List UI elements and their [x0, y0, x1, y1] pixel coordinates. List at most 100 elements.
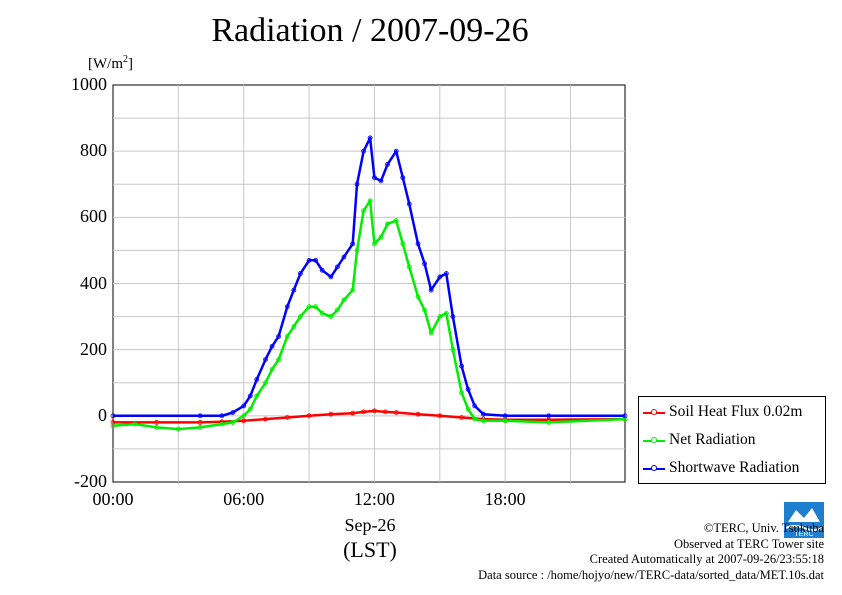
data-point-shortwave-radiation [269, 343, 275, 349]
data-point-net-radiation [422, 307, 427, 313]
data-point-shortwave-radiation [354, 181, 360, 187]
data-point-net-radiation [197, 425, 203, 430]
data-point-net-radiation [335, 307, 340, 313]
data-point-soil-heat-flux-0-02m [393, 410, 399, 415]
data-point-shortwave-radiation [622, 413, 628, 419]
data-point-shortwave-radiation [319, 267, 325, 273]
x-tick-label: 06:00 [223, 489, 265, 509]
data-point-net-radiation [319, 310, 325, 316]
data-point-soil-heat-flux-0-02m [241, 418, 247, 424]
data-point-net-radiation [175, 426, 181, 432]
data-point-net-radiation [306, 304, 312, 310]
credit-source: Data source : /home/hojyo/new/TERC-data/… [478, 567, 824, 582]
series-line-shortwave-radiation [113, 136, 625, 418]
y-tick-label: 1000 [71, 74, 107, 94]
data-point-soil-heat-flux-0-02m [263, 416, 268, 422]
data-point-net-radiation [154, 425, 159, 430]
data-point-net-radiation [372, 241, 377, 247]
data-point-soil-heat-flux-0-02m [382, 409, 388, 415]
y-tick-label: 800 [80, 140, 107, 161]
data-point-net-radiation [437, 314, 443, 319]
data-point-shortwave-radiation [443, 271, 449, 276]
data-point-net-radiation [354, 248, 360, 253]
data-point-shortwave-radiation [284, 304, 290, 310]
data-point-shortwave-radiation [219, 413, 225, 419]
x-date-label: Sep-26 [344, 515, 396, 535]
data-point-net-radiation [269, 367, 275, 372]
y-axis-unit: [W/m2] [88, 54, 133, 72]
legend-label-net-radiation: Net Radiation [669, 431, 756, 448]
data-point-net-radiation [361, 208, 366, 214]
data-point-net-radiation [230, 420, 236, 425]
data-point-shortwave-radiation [480, 411, 486, 417]
y-tick-label: -200 [74, 471, 107, 491]
data-point-shortwave-radiation [393, 148, 399, 154]
legend-label-shortwave-radiation: Shortwave Radiation [669, 459, 800, 476]
y-tick-label: 600 [80, 206, 107, 227]
data-point-soil-heat-flux-0-02m [372, 408, 377, 414]
data-point-net-radiation [276, 357, 281, 362]
data-point-shortwave-radiation [361, 148, 366, 154]
data-point-shortwave-radiation [385, 161, 390, 167]
data-point-net-radiation [465, 406, 471, 412]
x-tick-label: 12:00 [353, 489, 395, 509]
credit-created: Created Automatically at 2007-09-26/23:5… [589, 552, 824, 566]
data-point-soil-heat-flux-0-02m [459, 415, 464, 420]
data-point-shortwave-radiation [313, 257, 319, 263]
data-point-shortwave-radiation [437, 274, 443, 280]
data-point-shortwave-radiation [428, 287, 434, 293]
data-point-shortwave-radiation [350, 241, 356, 247]
data-point-shortwave-radiation [450, 314, 456, 319]
data-point-net-radiation [480, 418, 486, 424]
data-point-shortwave-radiation [328, 274, 334, 280]
data-point-net-radiation [328, 314, 334, 319]
data-point-soil-heat-flux-0-02m [328, 411, 334, 417]
legend-marker-net-radiation [651, 437, 657, 443]
data-point-shortwave-radiation [241, 403, 247, 409]
data-point-net-radiation [367, 198, 373, 204]
data-point-shortwave-radiation [546, 413, 552, 419]
data-point-net-radiation [297, 314, 303, 319]
data-point-shortwave-radiation [276, 334, 281, 339]
data-point-net-radiation [254, 393, 260, 399]
legend-label-soil-heat-flux: Soil Heat Flux 0.02m [669, 403, 803, 420]
data-point-net-radiation [546, 420, 552, 425]
data-point-shortwave-radiation [415, 241, 421, 247]
data-point-soil-heat-flux-0-02m [437, 413, 443, 419]
data-point-soil-heat-flux-0-02m [284, 415, 290, 420]
data-point-shortwave-radiation [341, 254, 347, 260]
data-point-net-radiation [459, 390, 464, 396]
data-point-shortwave-radiation [367, 135, 373, 141]
data-point-shortwave-radiation [291, 287, 297, 293]
data-point-shortwave-radiation [110, 413, 116, 419]
data-point-net-radiation [393, 218, 399, 224]
data-point-soil-heat-flux-0-02m [197, 420, 203, 425]
data-point-soil-heat-flux-0-02m [154, 420, 159, 425]
legend-marker-soil-heat-flux [651, 409, 657, 415]
data-point-net-radiation [350, 287, 356, 293]
data-point-net-radiation [313, 304, 319, 310]
data-point-shortwave-radiation [465, 386, 471, 392]
series-shortwave-radiation [110, 135, 628, 419]
x-tick-label: 00:00 [92, 489, 134, 509]
series-net-radiation [110, 198, 628, 432]
credits-block: ©TERC, Univ. Tsukuba Observed at TERC To… [478, 521, 824, 583]
data-point-shortwave-radiation [372, 175, 377, 181]
data-point-shortwave-radiation [422, 261, 427, 267]
data-point-shortwave-radiation [247, 393, 253, 399]
data-point-net-radiation [443, 310, 449, 316]
data-point-soil-heat-flux-0-02m [415, 411, 421, 417]
data-point-shortwave-radiation [306, 257, 312, 263]
data-point-net-radiation [472, 416, 478, 422]
data-point-net-radiation [385, 221, 390, 227]
data-point-net-radiation [247, 406, 253, 412]
data-point-net-radiation [415, 294, 421, 300]
data-point-soil-heat-flux-0-02m [110, 420, 116, 425]
data-point-net-radiation [110, 423, 116, 429]
data-point-soil-heat-flux-0-02m [306, 413, 312, 419]
data-point-shortwave-radiation [378, 178, 384, 184]
data-point-soil-heat-flux-0-02m [350, 410, 356, 416]
y-tick-label: 200 [80, 338, 107, 359]
y-tick-label: 0 [98, 404, 107, 425]
